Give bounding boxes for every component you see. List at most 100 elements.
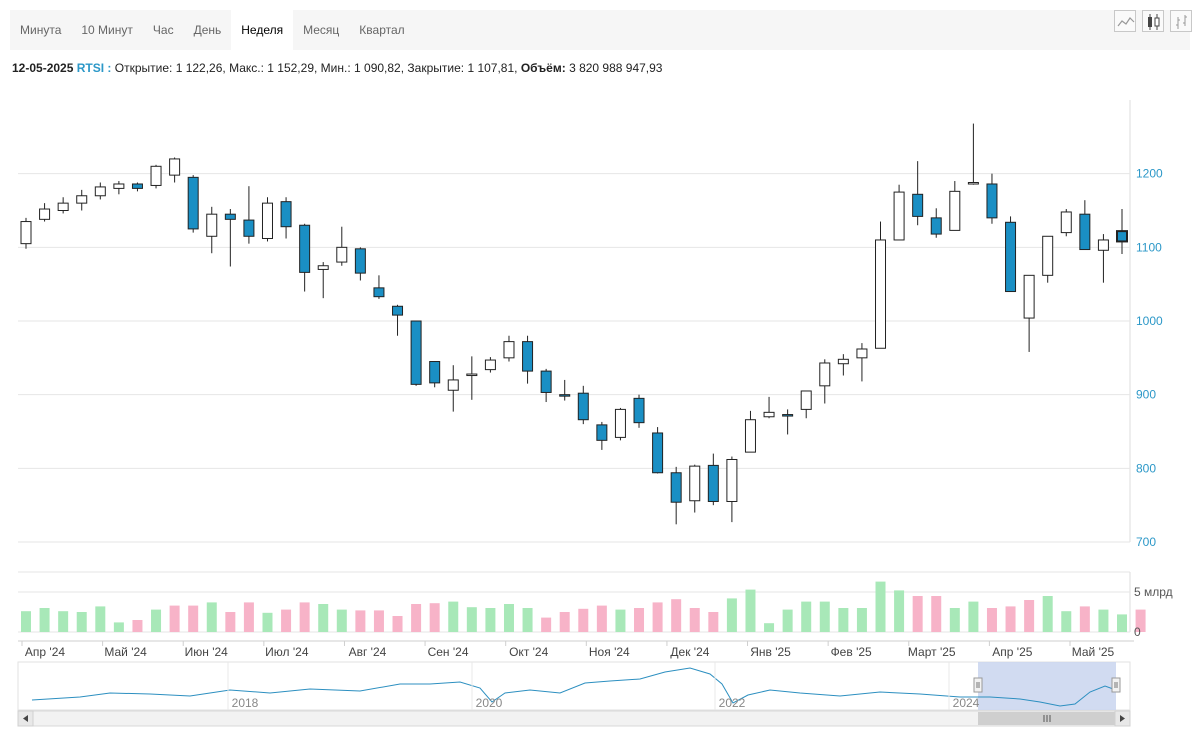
candle: [744, 410, 756, 453]
candle: [261, 197, 273, 242]
candle-body: [20, 221, 32, 245]
candle: [484, 357, 496, 373]
volume-bar: [1117, 614, 1127, 632]
candle-body: [893, 191, 905, 241]
candle: [1060, 209, 1072, 237]
candle-body: [131, 183, 143, 189]
info-low: 1 090,82: [354, 61, 401, 75]
volume-bar: [188, 605, 199, 632]
navigator-year-label: 2020: [476, 696, 503, 710]
x-tick-label: Май '25: [1072, 645, 1115, 659]
tab-week[interactable]: Неделя: [231, 10, 294, 50]
volume-bar: [931, 596, 942, 632]
candle: [113, 181, 125, 195]
candle: [466, 356, 478, 400]
volume-bar: [559, 612, 570, 632]
candle-body: [336, 246, 348, 263]
candle-body: [540, 370, 552, 393]
volume-bar: [541, 617, 552, 632]
candle-body: [484, 359, 496, 371]
volume-bar: [875, 581, 886, 632]
tab-hour[interactable]: Час: [152, 23, 174, 37]
candle: [1079, 200, 1091, 251]
y-tick-label: 700: [1136, 535, 1156, 549]
candle: [224, 209, 236, 267]
candle: [912, 161, 924, 226]
candle: [819, 359, 831, 404]
navigator-handle[interactable]: [1111, 677, 1121, 693]
candle: [930, 208, 942, 238]
tab-10-minutes[interactable]: 10 Минут: [81, 23, 133, 37]
x-tick-label: Ноя '24: [589, 645, 630, 659]
candle: [169, 157, 181, 183]
volume-bar: [1079, 606, 1090, 632]
candle-body: [744, 419, 756, 453]
candle: [633, 394, 645, 428]
candle-body: [429, 361, 441, 384]
volume-bar: [838, 608, 849, 632]
volume-bar: [336, 609, 347, 632]
info-high: 1 152,29: [267, 61, 314, 75]
candle: [373, 275, 385, 299]
x-tick-label: Авг '24: [349, 645, 387, 659]
volume-bar: [522, 608, 533, 632]
volume-bar: [652, 602, 663, 632]
info-date: 12-05-2025: [12, 61, 74, 75]
tab-minute[interactable]: Минута: [20, 23, 62, 37]
chart-type-tools: [1114, 10, 1192, 32]
candle: [187, 175, 199, 233]
scroll-left-icon: [23, 715, 28, 722]
candle-body: [76, 195, 88, 204]
candle-body: [169, 158, 181, 176]
candle: [875, 221, 887, 349]
candle-body: [57, 202, 69, 211]
candle: [1023, 274, 1035, 352]
candle: [540, 368, 552, 403]
candle-body: [614, 408, 626, 438]
x-tick-label: Июн '24: [185, 645, 229, 659]
volume-bar: [448, 601, 459, 632]
volume-bar: [596, 605, 607, 632]
volume-bar: [986, 608, 997, 632]
candlestick-button[interactable]: [1142, 10, 1164, 32]
candle-body: [39, 208, 51, 220]
info-volume-label: Объём:: [520, 61, 566, 75]
line-chart-button[interactable]: [1114, 10, 1136, 32]
candle-body: [522, 341, 534, 372]
navigator-frame: [17, 661, 1131, 711]
info-open-label: Открытие:: [114, 61, 173, 75]
candle: [1116, 209, 1128, 254]
candle-body: [559, 394, 571, 397]
x-tick-label: Июл '24: [265, 645, 309, 659]
candle: [317, 262, 329, 299]
volume-bar: [745, 589, 756, 632]
candle-body: [392, 305, 404, 316]
tab-quarter[interactable]: Квартал: [359, 23, 405, 37]
candle-body: [1116, 230, 1128, 243]
navigator[interactable]: 2018 2020 2022 2024: [17, 661, 1131, 727]
volume-bar: [373, 610, 384, 632]
volume-bar: [281, 609, 292, 632]
candle-body: [726, 458, 738, 502]
candle: [410, 320, 422, 386]
tab-month[interactable]: Месяц: [303, 23, 340, 37]
volume-bar: [968, 601, 979, 632]
volume-bar: [225, 612, 236, 632]
volume-bar: [39, 608, 50, 632]
y-tick-label: 1200: [1136, 167, 1163, 181]
scrollbar-track: [17, 710, 1131, 727]
tab-day[interactable]: День: [193, 23, 222, 37]
candle: [707, 453, 719, 506]
info-close-label: Закрытие:: [407, 61, 465, 75]
candle: [429, 361, 441, 388]
candle-body: [113, 183, 125, 189]
candle: [856, 343, 868, 382]
volume-bar: [1024, 600, 1035, 632]
navigator-handle[interactable]: [973, 677, 983, 693]
candle-body: [1042, 235, 1054, 276]
candle-body: [187, 176, 199, 230]
candle-body: [819, 362, 831, 387]
ohlc-button[interactable]: [1170, 10, 1192, 32]
candle-body: [224, 213, 236, 220]
